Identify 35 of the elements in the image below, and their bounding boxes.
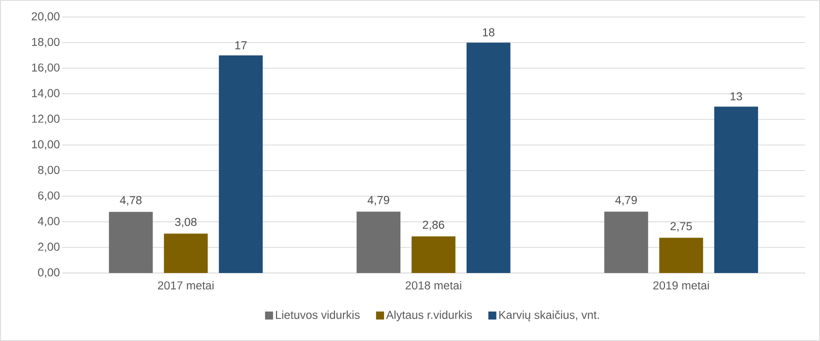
y-tick-label: 18,00 [32, 38, 60, 48]
bar [714, 106, 758, 273]
legend-label: Alytaus r.vidurkis [386, 310, 472, 322]
data-label: 2,75 [670, 222, 692, 232]
data-label: 2,86 [422, 220, 444, 230]
bar [218, 55, 263, 273]
data-label: 17 [235, 41, 247, 50]
x-tick-label: 2019 metai [653, 281, 709, 290]
y-tick-label: 16,00 [32, 63, 60, 73]
data-label: 4,79 [615, 196, 637, 206]
y-tick-label: 0,00 [38, 268, 60, 278]
bar [164, 234, 208, 273]
y-tick-label: 12,00 [32, 114, 60, 124]
y-tick-label: 6,00 [38, 191, 60, 201]
y-tick-label: 2,00 [38, 242, 60, 252]
bar [356, 212, 400, 273]
data-label: 4,79 [368, 196, 390, 206]
legend-label: Karvių skaičius, vnt. [499, 310, 599, 322]
bar [466, 42, 510, 273]
data-label: 13 [730, 92, 742, 100]
y-tick-label: 8,00 [38, 166, 60, 176]
data-label: 3,08 [175, 218, 197, 228]
y-tick-label: 4,00 [38, 217, 60, 227]
bar [659, 238, 704, 273]
y-tick-label: 20,00 [32, 12, 60, 22]
bar [108, 212, 153, 273]
y-tick-label: 14,00 [32, 89, 60, 99]
data-label: 4,78 [120, 196, 142, 206]
bar [412, 236, 456, 273]
x-tick-label: 2017 metai [158, 281, 214, 290]
data-label: 18 [482, 28, 494, 36]
legend-label: Lietuvos vidurkis [276, 310, 360, 319]
y-tick-label: 10,00 [32, 140, 60, 150]
bar [604, 212, 648, 273]
x-tick-label: 2018 metai [406, 281, 462, 290]
